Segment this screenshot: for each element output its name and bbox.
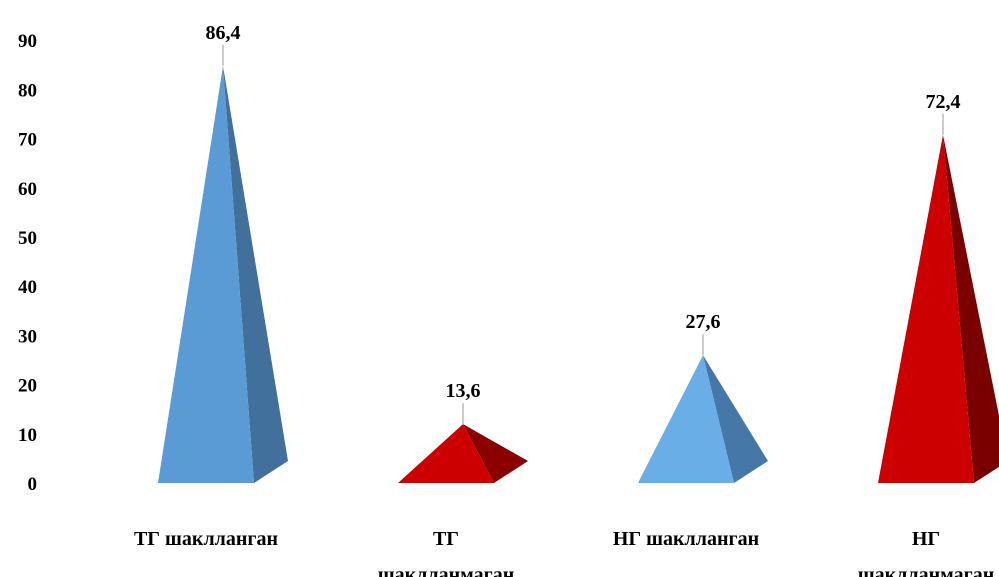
x-category-label-2-line-1: ТГ	[433, 528, 459, 550]
pyramid-side-face	[943, 134, 999, 483]
plot-area	[158, 65, 999, 484]
data-label-4: 72,4	[926, 91, 961, 113]
y-tick-label-30: 30	[18, 326, 37, 347]
pyramid-front-face	[158, 65, 254, 484]
pyramid-2	[398, 424, 528, 483]
y-tick-label-40: 40	[18, 277, 37, 298]
pyramid-1	[158, 65, 288, 484]
data-label-3: 27,6	[686, 311, 721, 333]
pyramid-front-face	[398, 424, 494, 483]
y-tick-label-0: 0	[28, 474, 38, 495]
pyramid-front-face	[638, 355, 734, 483]
pyramid-side-face	[703, 355, 768, 483]
x-category-label-2-line-2: шаклланмаган	[378, 564, 514, 577]
x-category-label-1-line-1: ТГ шаклланган	[134, 528, 278, 550]
y-tick-label-10: 10	[18, 425, 37, 446]
x-category-label-3-line-1: НГ шаклланган	[613, 528, 759, 550]
pyramid-side-face	[223, 65, 288, 484]
y-tick-label-90: 90	[18, 31, 37, 52]
x-category-label-4-line-1: НГ	[912, 528, 940, 550]
y-tick-label-50: 50	[18, 228, 37, 249]
y-tick-label-70: 70	[18, 130, 37, 151]
pyramid-3	[638, 355, 768, 483]
y-tick-label-60: 60	[18, 179, 37, 200]
pyramid-front-face	[878, 134, 974, 484]
y-axis: 0 10 20 30 40 50 60 70 80 90	[18, 31, 37, 495]
x-axis: ТГ шаклланган ТГ шаклланмаган НГ шаклланган…	[134, 528, 994, 577]
pyramid-side-face	[463, 424, 528, 483]
y-tick-label-80: 80	[18, 80, 37, 101]
pyramid-4	[878, 134, 999, 484]
data-label-1: 86,4	[206, 22, 241, 44]
data-labels: 86,4 13,6 27,6 72,4	[206, 22, 961, 425]
y-tick-label-20: 20	[18, 376, 37, 397]
x-category-label-4-line-2: шаклланмаган	[858, 564, 994, 577]
data-label-2: 13,6	[446, 380, 481, 402]
